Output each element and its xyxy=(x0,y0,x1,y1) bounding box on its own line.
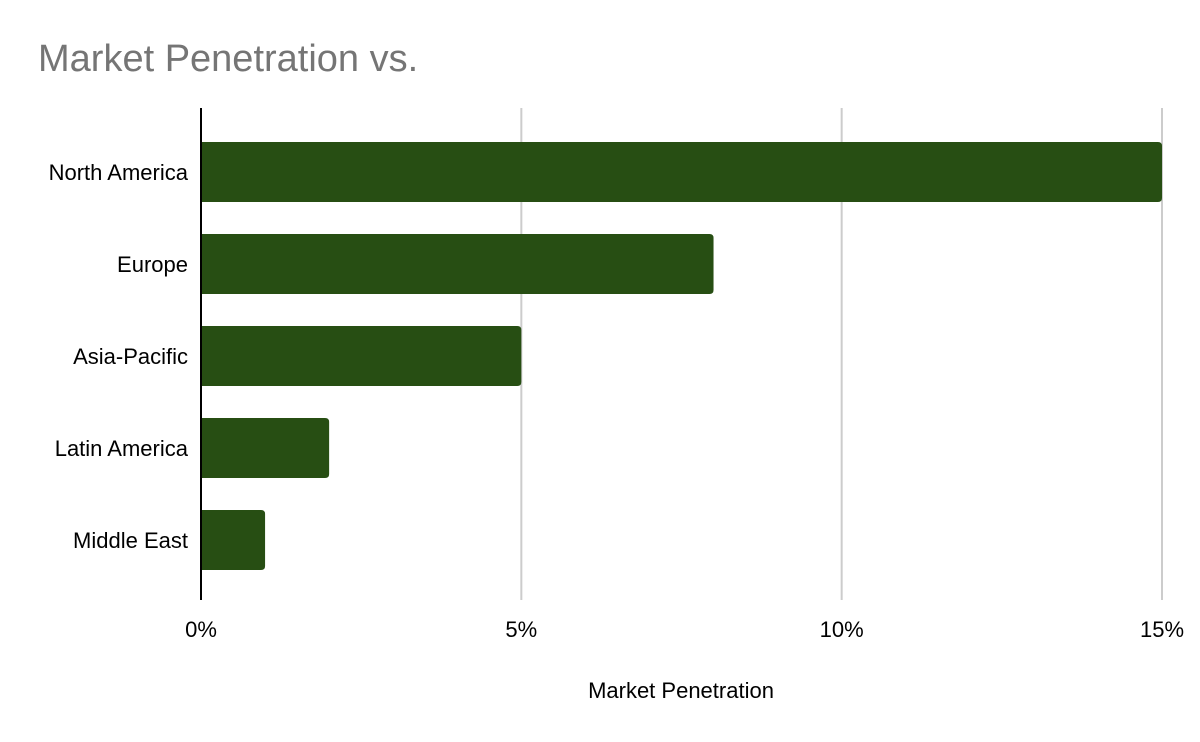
chart-title: Market Penetration vs. xyxy=(38,38,419,80)
x-tick-label: 0% xyxy=(185,617,217,642)
bar-middle-east xyxy=(201,510,266,570)
y-category-label: Latin America xyxy=(55,436,189,461)
y-category-label: Asia-Pacific xyxy=(73,344,188,369)
bars xyxy=(201,142,1162,570)
y-category-label: Europe xyxy=(117,252,188,277)
bar-latin-america xyxy=(201,418,330,478)
labels: 0% 5% 10% 15% North America Europe Asia-Pacifi… xyxy=(49,160,1184,642)
x-axis-title: Market Penetration xyxy=(588,678,774,703)
x-tick-label: 15% xyxy=(1140,617,1184,642)
bar-north-america xyxy=(201,142,1162,202)
y-category-label: North America xyxy=(49,160,189,185)
x-tick-label: 10% xyxy=(820,617,864,642)
bar-asia-pacific xyxy=(201,326,522,386)
y-category-label: Middle East xyxy=(73,528,188,553)
x-tick-label: 5% xyxy=(505,617,537,642)
bar-europe xyxy=(201,234,714,294)
